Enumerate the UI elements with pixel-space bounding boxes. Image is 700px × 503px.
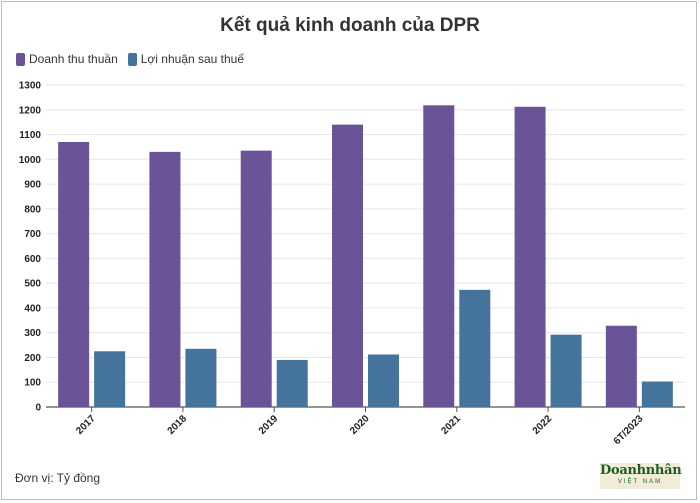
bar-profit	[185, 348, 217, 407]
unit-label: Đơn vị: Tỷ đồng	[15, 471, 101, 485]
chart-legend: Doanh thu thuần Lợi nhuận sau thuế	[16, 52, 254, 66]
y-tick-label: 1200	[19, 105, 42, 116]
bar-profit	[641, 381, 673, 407]
bar-revenue	[423, 105, 455, 408]
bar-profit	[368, 354, 399, 407]
legend-label-profit: Lợi nhuận sau thuế	[140, 52, 245, 66]
x-tick-label: 2021	[439, 413, 463, 437]
bar-profit	[276, 359, 308, 407]
y-tick-label: 200	[24, 353, 41, 364]
logo-sub-text: VIỆT NAM	[617, 479, 663, 485]
x-tick-label: 6T/2023	[612, 413, 646, 447]
y-tick-label: 1100	[19, 130, 41, 141]
y-tick-label: 0	[35, 403, 41, 414]
y-tick-label: 700	[24, 229, 41, 240]
x-tick-label: 2022	[531, 413, 555, 437]
publisher-logo: Doanhnhân VIỆT NAM	[600, 463, 682, 489]
legend-item-profit: Lợi nhuận sau thuế	[127, 52, 245, 66]
bar-revenue	[149, 151, 181, 407]
y-tick-label: 900	[24, 180, 41, 191]
x-tick-label: 2019	[257, 413, 281, 437]
bar-revenue	[514, 106, 546, 407]
y-tick-label: 500	[24, 279, 41, 290]
y-tick-label: 400	[24, 303, 41, 314]
legend-label-revenue: Doanh thu thuần	[29, 52, 118, 66]
legend-item-revenue: Doanh thu thuần	[16, 52, 118, 66]
x-tick-label: 2018	[166, 413, 190, 437]
legend-swatch-revenue	[16, 52, 25, 66]
bar-profit	[459, 289, 491, 407]
y-tick-label: 600	[24, 254, 41, 265]
y-tick-label: 1000	[19, 155, 42, 166]
y-tick-label: 300	[24, 328, 41, 339]
y-tick-label: 800	[24, 204, 41, 215]
bar-revenue	[332, 124, 363, 407]
bar-revenue	[240, 150, 272, 407]
logo-main-text: Doanhnhân	[600, 463, 682, 478]
bar-revenue	[58, 141, 90, 407]
y-tick-label: 1300	[19, 81, 42, 92]
x-tick-label: 2020	[348, 413, 372, 437]
x-tick-label: 2017	[74, 413, 98, 437]
bar-revenue	[605, 325, 637, 407]
bar-profit	[550, 334, 582, 407]
chart-title: Kết quả kinh doanh của DPR	[220, 15, 480, 36]
legend-swatch-profit	[127, 52, 137, 66]
y-tick-label: 100	[24, 378, 41, 389]
bar-profit	[94, 351, 126, 407]
